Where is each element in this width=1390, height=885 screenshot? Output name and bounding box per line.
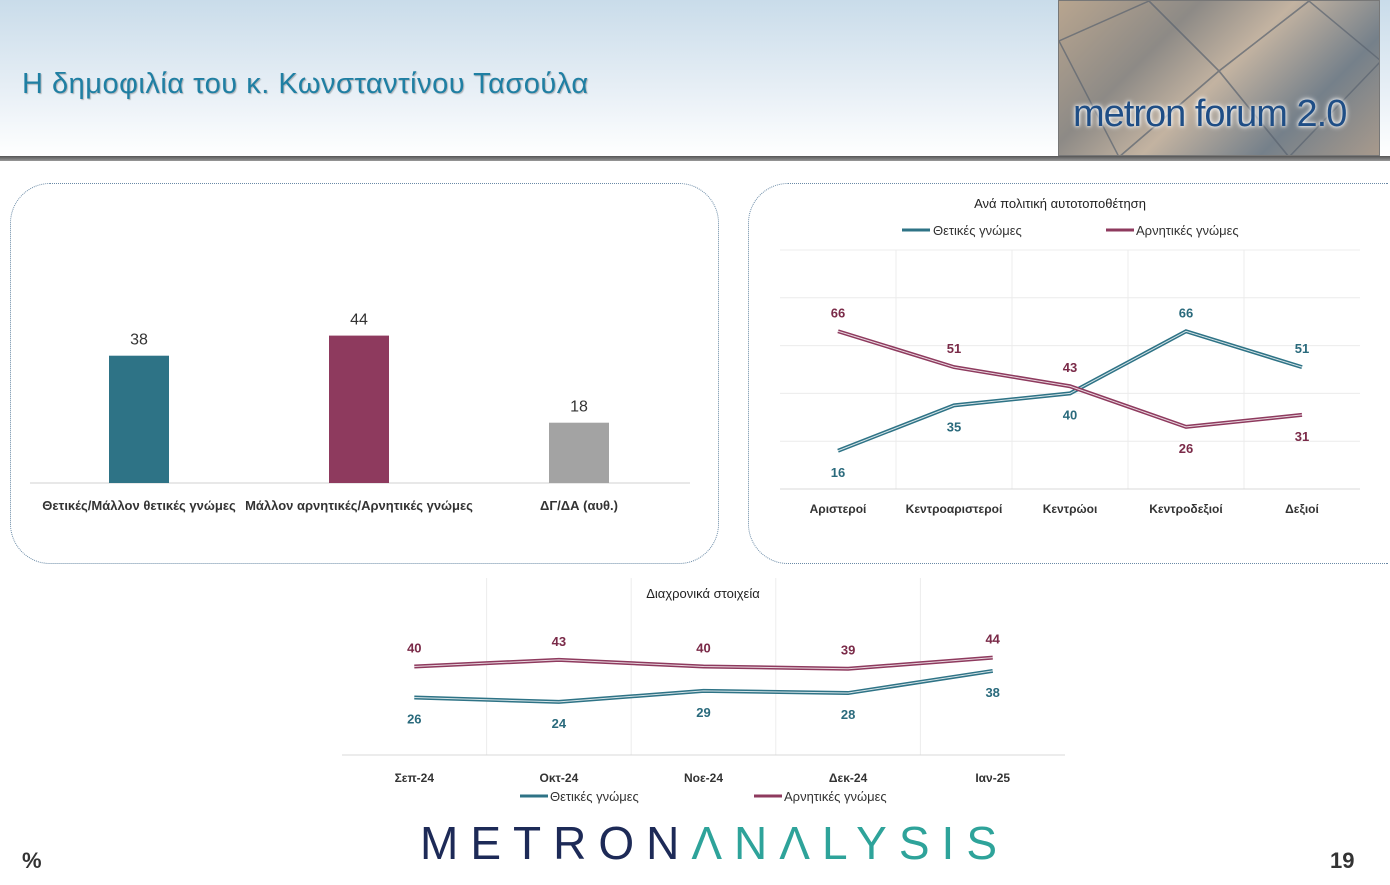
series-line-highlight: [837, 330, 1303, 452]
unit-label: %: [22, 848, 42, 873]
category-label: Μάλλον αρνητικές/Αρνητικές γνώμες: [245, 498, 473, 513]
bar: [329, 335, 389, 483]
series-line: [837, 329, 1303, 453]
data-label: 35: [947, 419, 961, 434]
data-label: 29: [696, 705, 710, 720]
series-line-highlight: [414, 670, 993, 703]
legend-negative: Αρνητικές γνώμες: [1136, 223, 1239, 238]
data-label: 43: [552, 634, 566, 649]
category-label: Οκτ-24: [540, 771, 579, 785]
category-label: Ιαν-25: [975, 771, 1010, 785]
category-label: Κεντροδεξιοί: [1149, 502, 1222, 516]
data-label: 38: [130, 332, 148, 349]
category-label: Αριστεροί: [810, 502, 867, 516]
page-title: Η δημοφιλία του κ. Κωνσταντίνου Τασούλα: [22, 68, 589, 100]
category-label: Νοε-24: [684, 771, 723, 785]
line-chart-ideology: Ανά πολιτική αυτοτοποθέτηση Θετικές γνώμ…: [780, 196, 1360, 516]
data-label: 44: [985, 632, 1000, 647]
page-number: 19: [1330, 848, 1355, 873]
data-label: 26: [1179, 441, 1193, 456]
category-label: Σεπ-24: [395, 771, 435, 785]
data-label: 18: [570, 399, 588, 416]
bar: [549, 422, 609, 483]
bar-chart-panel: [10, 183, 719, 564]
data-label: 38: [985, 685, 999, 700]
data-label: 16: [831, 465, 845, 480]
data-label: 66: [1179, 305, 1193, 320]
data-label: 26: [407, 711, 421, 726]
legend-positive: Θετικές γνώμες: [933, 223, 1022, 238]
category-label: Κεντρώοι: [1043, 502, 1098, 516]
logo-text: metron forum 2.0: [1073, 93, 1347, 135]
data-label: 24: [552, 716, 567, 731]
logo-pattern: [1059, 1, 1379, 155]
data-label: 43: [1063, 360, 1077, 375]
logo-part-analysis: ΛNΛLYSIS: [691, 817, 1009, 869]
chart-title: Ανά πολιτική αυτοτοποθέτηση: [974, 196, 1146, 211]
data-label: 66: [831, 305, 845, 320]
header-divider: [0, 156, 1390, 161]
series-line: [414, 655, 993, 671]
series-line-highlight: [837, 330, 1303, 428]
category-label: Κεντροαριστεροί: [906, 502, 1003, 516]
bar: [109, 355, 169, 483]
category-label: ΔΓ/ΔΑ (αυθ.): [540, 498, 618, 513]
data-label: 40: [1063, 407, 1077, 422]
data-label: 28: [841, 707, 855, 722]
data-label: 51: [1295, 341, 1309, 356]
legend-positive: Θετικές γνώμες: [550, 789, 639, 804]
bar-chart: 38 Θετικές/Μάλλον θετικές γνώμες 44 Μάλλον …: [30, 312, 690, 513]
category-label: Δεξιοί: [1285, 502, 1319, 516]
data-label: 31: [1295, 429, 1309, 444]
metron-analysis-logo: METRONΛNΛLYSIS: [420, 816, 1009, 870]
logo-part-metron: METRON: [420, 817, 692, 869]
data-label: 40: [696, 641, 710, 656]
series-line: [414, 668, 994, 704]
category-label: Δεκ-24: [829, 771, 868, 785]
data-label: 44: [350, 312, 368, 329]
data-label: 51: [947, 341, 961, 356]
data-label: 40: [407, 641, 421, 656]
category-label: Θετικές/Μάλλον θετικές γνώμες: [42, 498, 236, 513]
line-chart-panel: [748, 183, 1388, 564]
data-label: 39: [841, 643, 855, 658]
metron-forum-logo: metron forum 2.0: [1058, 0, 1380, 156]
legend-negative: Αρνητικές γνώμες: [784, 789, 887, 804]
series-line-highlight: [414, 657, 993, 670]
chart-title: Διαχρονικά στοιχεία: [646, 586, 760, 601]
line-chart-timeline: Διαχρονικά στοιχεία Θετικές γνώμες Αρνητ…: [342, 578, 1065, 804]
